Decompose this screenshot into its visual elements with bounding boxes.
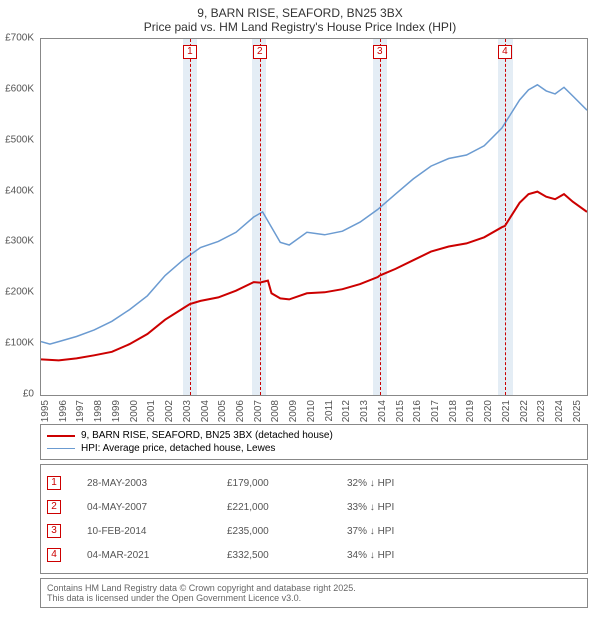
x-tick-label: 2018 — [448, 400, 459, 422]
sale-diff: 32% ↓ HPI — [347, 478, 394, 489]
x-tick-label: 2016 — [412, 400, 423, 422]
x-tick-label: 1997 — [75, 400, 86, 422]
sale-marker-num: 4 — [47, 548, 61, 562]
x-tick-label: 2004 — [200, 400, 211, 422]
sale-diff: 37% ↓ HPI — [347, 526, 394, 537]
sale-date: 10-FEB-2014 — [87, 526, 227, 537]
marker-label: 1 — [183, 45, 197, 59]
legend-label: HPI: Average price, detached house, Lewe… — [81, 443, 275, 454]
sale-date: 04-MAY-2007 — [87, 502, 227, 513]
x-tick-label: 2013 — [359, 400, 370, 422]
sales-table: 1 28-MAY-2003£179,00032% ↓ HPI 2 04-MAY-200… — [40, 464, 588, 574]
sale-date: 04-MAR-2021 — [87, 550, 227, 561]
y-tick-label: £500K — [5, 134, 34, 145]
x-tick-label: 2017 — [430, 400, 441, 422]
x-tick-label: 2007 — [253, 400, 264, 422]
y-tick-label: £0 — [23, 389, 34, 400]
marker-line — [505, 39, 506, 395]
x-tick-label: 2003 — [182, 400, 193, 422]
marker-label: 3 — [373, 45, 387, 59]
x-tick-label: 2005 — [217, 400, 228, 422]
title-area: 9, BARN RISE, SEAFORD, BN25 3BX Price pa… — [6, 6, 594, 34]
sale-diff: 33% ↓ HPI — [347, 502, 394, 513]
x-tick-label: 2024 — [554, 400, 565, 422]
y-tick-label: £300K — [5, 236, 34, 247]
sale-diff: 34% ↓ HPI — [347, 550, 394, 561]
sale-price: £332,500 — [227, 550, 347, 561]
x-tick-label: 2008 — [270, 400, 281, 422]
x-tick-label: 2015 — [395, 400, 406, 422]
y-tick-label: £600K — [5, 83, 34, 94]
x-tick-label: 1998 — [93, 400, 104, 422]
marker-line — [190, 39, 191, 395]
x-axis: 1995199619971998199920002001200220032004… — [40, 396, 588, 418]
sale-date: 28-MAY-2003 — [87, 478, 227, 489]
x-tick-label: 2014 — [377, 400, 388, 422]
legend-swatch — [47, 448, 75, 449]
chart-subtitle: Price paid vs. HM Land Registry's House … — [6, 20, 594, 34]
x-tick-label: 2022 — [519, 400, 530, 422]
chart-container: 9, BARN RISE, SEAFORD, BN25 3BX Price pa… — [6, 6, 594, 608]
x-tick-label: 2009 — [288, 400, 299, 422]
sale-price: £235,000 — [227, 526, 347, 537]
x-tick-label: 1999 — [111, 400, 122, 422]
sale-row: 1 28-MAY-2003£179,00032% ↓ HPI — [47, 471, 581, 495]
x-tick-label: 2025 — [572, 400, 583, 422]
x-tick-label: 2011 — [324, 400, 335, 422]
plot-area: 1 2 3 4 — [40, 38, 588, 396]
x-tick-label: 2002 — [164, 400, 175, 422]
sale-marker-num: 3 — [47, 524, 61, 538]
chart-title: 9, BARN RISE, SEAFORD, BN25 3BX — [6, 6, 594, 20]
sale-price: £221,000 — [227, 502, 347, 513]
legend-swatch — [47, 435, 75, 437]
sale-row: 3 10-FEB-2014£235,00037% ↓ HPI — [47, 519, 581, 543]
y-tick-label: £400K — [5, 185, 34, 196]
sale-price: £179,000 — [227, 478, 347, 489]
legend-item: HPI: Average price, detached house, Lewe… — [47, 442, 581, 455]
x-tick-label: 2021 — [501, 400, 512, 422]
footer-line-2: This data is licensed under the Open Gov… — [47, 593, 581, 603]
legend-item: 9, BARN RISE, SEAFORD, BN25 3BX (detache… — [47, 429, 581, 442]
x-tick-label: 2023 — [536, 400, 547, 422]
sale-row: 4 04-MAR-2021£332,50034% ↓ HPI — [47, 543, 581, 567]
y-tick-label: £700K — [5, 33, 34, 44]
x-tick-label: 2006 — [235, 400, 246, 422]
x-tick-label: 2012 — [341, 400, 352, 422]
y-tick-label: £200K — [5, 287, 34, 298]
sale-marker-num: 2 — [47, 500, 61, 514]
x-tick-label: 2001 — [146, 400, 157, 422]
y-tick-label: £100K — [5, 338, 34, 349]
x-tick-label: 1995 — [40, 400, 51, 422]
x-tick-label: 1996 — [58, 400, 69, 422]
legend: 9, BARN RISE, SEAFORD, BN25 3BX (detache… — [40, 424, 588, 460]
footer: Contains HM Land Registry data © Crown c… — [40, 578, 588, 608]
x-tick-label: 2010 — [306, 400, 317, 422]
x-tick-label: 2019 — [465, 400, 476, 422]
x-tick-label: 2020 — [483, 400, 494, 422]
marker-label: 4 — [498, 45, 512, 59]
footer-line-1: Contains HM Land Registry data © Crown c… — [47, 583, 581, 593]
sale-row: 2 04-MAY-2007£221,00033% ↓ HPI — [47, 495, 581, 519]
y-axis: £0£100K£200K£300K£400K£500K£600K£700K — [6, 38, 36, 396]
legend-label: 9, BARN RISE, SEAFORD, BN25 3BX (detache… — [81, 430, 333, 441]
x-tick-label: 2000 — [129, 400, 140, 422]
marker-line — [380, 39, 381, 395]
plot-wrapper: £0£100K£200K£300K£400K£500K£600K£700K 12… — [40, 38, 588, 418]
marker-label: 2 — [253, 45, 267, 59]
marker-line — [260, 39, 261, 395]
sale-marker-num: 1 — [47, 476, 61, 490]
